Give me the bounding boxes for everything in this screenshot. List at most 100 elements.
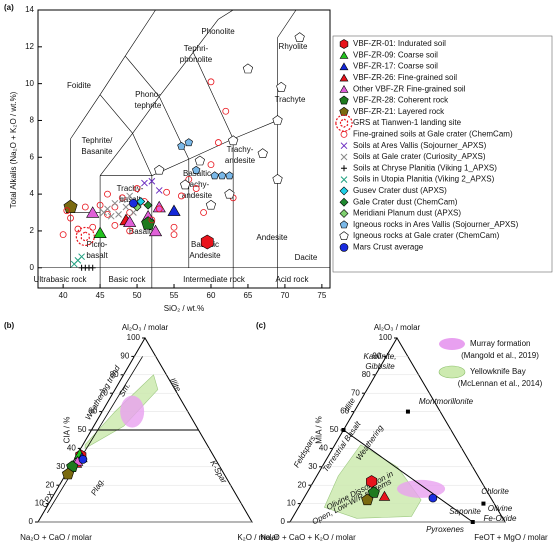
field-label: andesite [225, 156, 256, 165]
field-label: trachy- [185, 180, 210, 189]
marker [75, 226, 95, 247]
field-label: Trachy- [117, 184, 144, 193]
legend-label: Murray formation [470, 339, 530, 348]
annotation: Gibbsite [365, 362, 395, 371]
field-boundary [99, 55, 126, 95]
marker [272, 115, 283, 125]
mineral-point [481, 501, 486, 506]
feldspar-join [343, 429, 474, 523]
marker [178, 192, 185, 200]
x-axis-label: SiO₂ / wt.% [164, 304, 204, 313]
legend-marker [340, 142, 348, 150]
legend-marker [339, 243, 349, 252]
marker [152, 200, 166, 213]
field-label: andesite [182, 191, 213, 200]
marker [200, 209, 207, 216]
y-tick-label: 12 [25, 42, 34, 51]
legend-label: Igneous rocks at Gale crater (ChemCam) [353, 231, 500, 240]
murray-region [397, 479, 446, 498]
marker [104, 190, 111, 198]
marker [170, 223, 178, 231]
field-label: Phonolite [201, 27, 235, 36]
marker [130, 209, 137, 216]
field-label: Basalt [129, 227, 152, 236]
legend-marker [339, 73, 349, 82]
annotation: Chlorite [481, 487, 509, 496]
marker [155, 187, 163, 194]
legend-marker [341, 165, 347, 172]
annotation: Olivine [488, 504, 513, 513]
field-boundary [233, 120, 278, 140]
marker [115, 211, 122, 218]
marker [126, 192, 134, 200]
marker [107, 212, 115, 220]
marker [89, 223, 97, 231]
marker [78, 253, 85, 261]
field-label: Foidite [67, 81, 92, 90]
legend-label: VBF-ZR-09: Coarse soil [353, 50, 438, 59]
field-label: basalt [86, 251, 108, 260]
y-tick-label: 20 [297, 480, 306, 489]
marker [129, 199, 138, 208]
marker [96, 201, 104, 209]
panel-title: (a) [4, 3, 14, 12]
marker [126, 227, 134, 235]
legend-marker [339, 186, 349, 196]
x-tick-label: 45 [96, 291, 105, 300]
marker [118, 196, 126, 203]
x-tick-label: 65 [243, 291, 252, 300]
field-boundary [158, 52, 194, 97]
legend-label: VBF-ZR-17: Coarse soil [353, 62, 438, 71]
legend-marker [340, 176, 348, 183]
legend-label: VBF-ZR-01: Indurated soil [353, 39, 446, 48]
field-label: phonolite [180, 55, 213, 64]
field-label: Andesite [189, 251, 221, 260]
marker [192, 185, 200, 192]
field-boundary [125, 55, 160, 97]
marker [63, 199, 78, 213]
y-tick-label: 20 [45, 480, 54, 489]
marker [111, 199, 119, 207]
annotation: Sm. [117, 381, 132, 398]
legend-marker [339, 220, 349, 229]
marker [177, 141, 186, 150]
y-tick-label: 6 [30, 152, 35, 161]
rock-class-label: Acid rock [276, 275, 310, 284]
y-tick-label: 8 [30, 116, 35, 125]
annotation: Saponite [449, 507, 481, 516]
field-label: Andesite [256, 233, 288, 242]
vertex-label: Al₂O₃ / molar [122, 323, 169, 332]
field-boundary [192, 52, 234, 139]
field-label: Rhyolite [279, 42, 308, 51]
y-axis-label: Total Alkalis (Na₂O + K₂O / wt.%) [9, 91, 18, 208]
legend-label: Mars Crust average [353, 243, 424, 252]
legend-marker [339, 106, 349, 116]
legend-marker [339, 209, 349, 218]
x-tick-label: 50 [133, 291, 142, 300]
marker [207, 78, 215, 86]
legend-label: VBF-ZR-28: Coherent rock [353, 96, 449, 105]
mineral-point [470, 520, 475, 524]
legend-label: (McLennan et al., 2014) [458, 379, 543, 388]
legend-marker [339, 51, 349, 59]
field-label: basalt [119, 195, 141, 204]
legend-label: Soils at Gale crater (Curiosity_APXS) [353, 152, 486, 161]
legend-label: VBF-ZR-21: Layered rock [353, 107, 445, 116]
marker [207, 161, 215, 169]
legend-marker [335, 114, 353, 132]
field-label: Basanite [81, 147, 113, 156]
legend-marker [339, 62, 349, 71]
marker [81, 203, 89, 211]
marker [118, 194, 126, 202]
marker [428, 493, 438, 503]
marker [100, 209, 108, 216]
marker [93, 226, 107, 238]
field-label: Picro- [87, 240, 108, 249]
y-tick-label: 50 [78, 425, 87, 434]
marker [89, 264, 96, 271]
field-boundary [99, 94, 133, 134]
annotation: Fe-Oxide [484, 514, 517, 523]
marker [148, 177, 156, 185]
marker [378, 490, 391, 501]
y-tick-label: 0 [30, 263, 35, 272]
